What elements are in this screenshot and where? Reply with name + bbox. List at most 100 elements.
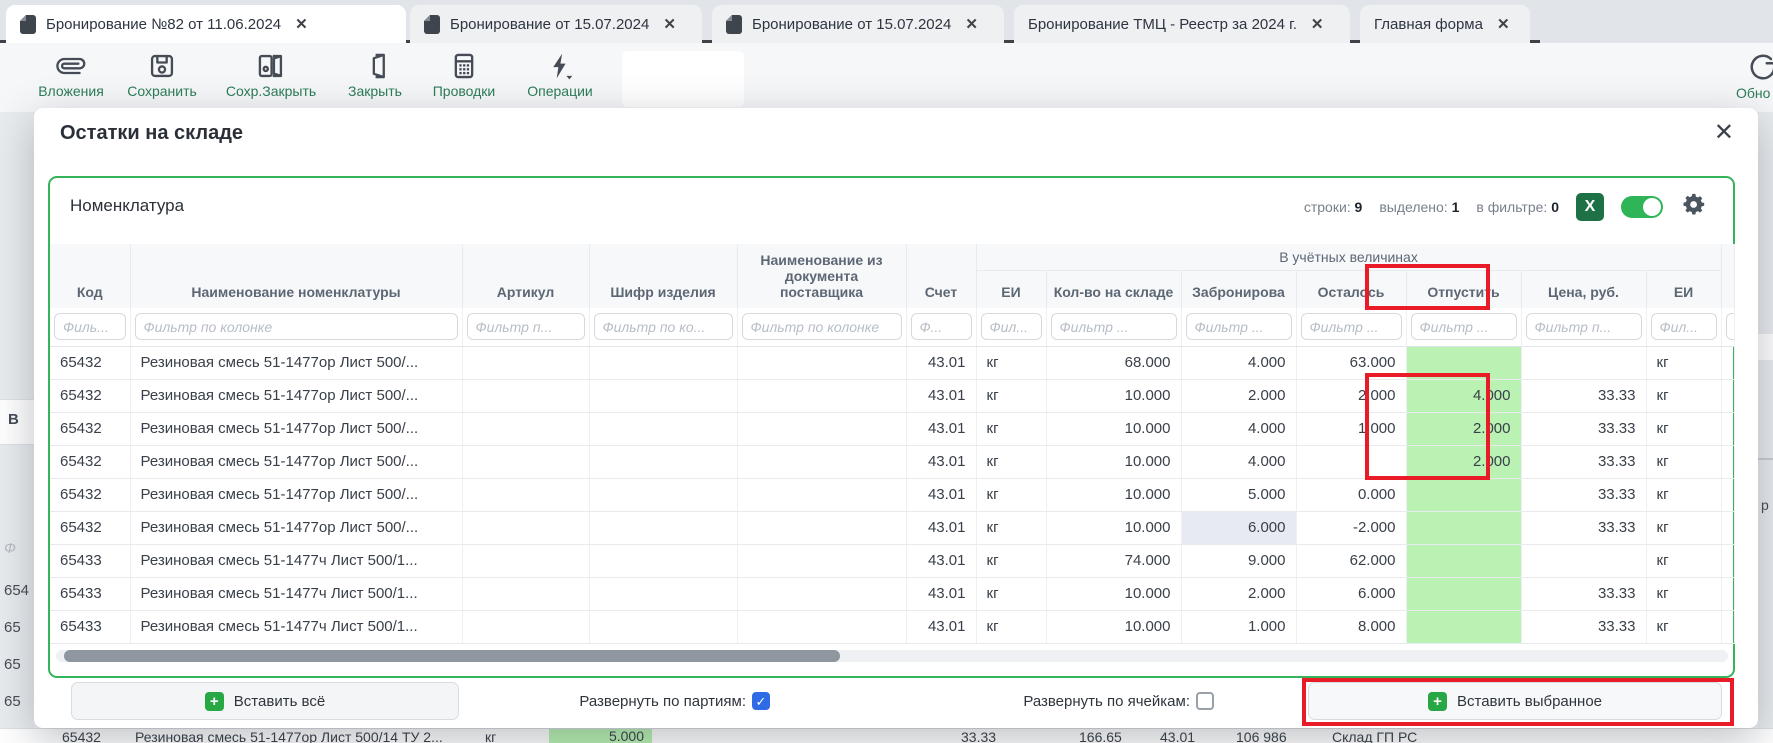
- tab-registry[interactable]: Бронирование ТМЦ - Реестр за 2024 г. ✕: [1014, 5, 1350, 43]
- cell-account[interactable]: 43.01: [906, 610, 977, 644]
- gear-icon[interactable]: [1680, 191, 1707, 223]
- col-header-supplier-doc[interactable]: Наименование из документа поставщика: [737, 244, 907, 308]
- table-row[interactable]: 65432 Резиновая смесь 51-1477ор Лист 500/…: [50, 478, 1735, 512]
- postings-button[interactable]: Проводки: [418, 52, 510, 99]
- cell-unit[interactable]: кг: [976, 346, 1047, 380]
- cell-remaining[interactable]: 62.000: [1296, 544, 1407, 578]
- col-header-cipher[interactable]: Шифр изделия: [589, 244, 738, 308]
- cell-price[interactable]: 33.33: [1521, 412, 1647, 446]
- cell-release[interactable]: 4.000: [1406, 379, 1522, 413]
- cell-articul[interactable]: [462, 445, 590, 479]
- cell-name[interactable]: Резиновая смесь 51-1477ор Лист 500/...: [130, 445, 463, 479]
- col-header-unit2[interactable]: ЕИ: [1646, 270, 1722, 308]
- filter-input-supplier-doc[interactable]: [741, 313, 902, 341]
- col-header-account[interactable]: Счет: [906, 244, 977, 308]
- cell-reserved[interactable]: 4.000: [1181, 412, 1297, 446]
- insert-all-button[interactable]: + Вставить всё: [71, 682, 459, 720]
- cell-qty[interactable]: 68.000: [1046, 346, 1182, 380]
- col-header-code[interactable]: Код: [50, 244, 131, 308]
- cell-filler[interactable]: [1721, 544, 1735, 578]
- cell-articul[interactable]: [462, 577, 590, 611]
- tab-document-3[interactable]: Бронирование от 15.07.2024 ✕: [712, 5, 1004, 43]
- cell-remaining[interactable]: 0.000: [1296, 478, 1407, 512]
- cell-release[interactable]: [1406, 478, 1522, 512]
- cell-supplier-doc[interactable]: [737, 412, 907, 446]
- tab-main-form[interactable]: Главная форма ✕: [1360, 5, 1530, 43]
- cell-qty[interactable]: 10.000: [1046, 379, 1182, 413]
- filter-input-code[interactable]: [54, 313, 126, 341]
- cell-code[interactable]: 65433: [50, 544, 131, 578]
- close-document-button[interactable]: Закрыть: [338, 52, 412, 99]
- cell-supplier-doc[interactable]: [737, 544, 907, 578]
- cell-price[interactable]: 33.33: [1521, 445, 1647, 479]
- cell-unit2[interactable]: кг: [1646, 610, 1722, 644]
- cell-supplier-doc[interactable]: [737, 610, 907, 644]
- table-row[interactable]: 65433 Резиновая смесь 51-1477ч Лист 500/1…: [50, 577, 1735, 611]
- cell-remaining[interactable]: 8.000: [1296, 610, 1407, 644]
- save-close-button[interactable]: Сохр.Закрыть: [210, 52, 332, 99]
- cell-filler[interactable]: [1721, 478, 1735, 512]
- scrollbar-thumb[interactable]: [64, 650, 840, 662]
- cell-qty[interactable]: 10.000: [1046, 610, 1182, 644]
- cell-release[interactable]: [1406, 544, 1522, 578]
- col-header-qty[interactable]: Кол-во на складе: [1046, 270, 1182, 308]
- cell-release[interactable]: [1406, 346, 1522, 380]
- cell-filler[interactable]: [1721, 379, 1735, 413]
- cell-reserved[interactable]: 5.000: [1181, 478, 1297, 512]
- cell-release[interactable]: 2.000: [1406, 445, 1522, 479]
- attachments-button[interactable]: Вложения: [28, 52, 114, 99]
- cell-unit2[interactable]: кг: [1646, 577, 1722, 611]
- cell-cipher[interactable]: [589, 610, 738, 644]
- cell-articul[interactable]: [462, 610, 590, 644]
- col-header-unit[interactable]: ЕИ: [976, 270, 1047, 308]
- cell-account[interactable]: 43.01: [906, 511, 977, 545]
- cell-cipher[interactable]: [589, 478, 738, 512]
- cell-name[interactable]: Резиновая смесь 51-1477ч Лист 500/1...: [130, 610, 463, 644]
- cell-qty[interactable]: 10.000: [1046, 577, 1182, 611]
- cell-account[interactable]: 43.01: [906, 346, 977, 380]
- cell-reserved[interactable]: 2.000: [1181, 379, 1297, 413]
- cell-articul[interactable]: [462, 346, 590, 380]
- cell-supplier-doc[interactable]: [737, 577, 907, 611]
- cell-price[interactable]: [1521, 544, 1647, 578]
- cell-articul[interactable]: [462, 412, 590, 446]
- col-header-reserved[interactable]: Забронирова: [1181, 270, 1297, 308]
- cell-unit2[interactable]: кг: [1646, 412, 1722, 446]
- cell-unit2[interactable]: кг: [1646, 379, 1722, 413]
- cell-name[interactable]: Резиновая смесь 51-1477ор Лист 500/...: [130, 412, 463, 446]
- cell-remaining[interactable]: [1296, 445, 1407, 479]
- filter-input-reserved[interactable]: [1185, 313, 1292, 341]
- excel-export-icon[interactable]: X: [1576, 193, 1604, 221]
- cell-unit2[interactable]: кг: [1646, 478, 1722, 512]
- table-row[interactable]: 65433 Резиновая смесь 51-1477ч Лист 500/1…: [50, 610, 1735, 644]
- cell-unit2[interactable]: кг: [1646, 346, 1722, 380]
- cell-cipher[interactable]: [589, 577, 738, 611]
- filter-toggle[interactable]: [1621, 196, 1663, 218]
- cell-code[interactable]: 65433: [50, 577, 131, 611]
- cell-filler[interactable]: [1721, 445, 1735, 479]
- filter-input-account[interactable]: [910, 313, 972, 341]
- cell-unit2[interactable]: кг: [1646, 445, 1722, 479]
- cell-remaining[interactable]: 2.000: [1296, 379, 1407, 413]
- cell-articul[interactable]: [462, 544, 590, 578]
- cell-supplier-doc[interactable]: [737, 346, 907, 380]
- cell-reserved[interactable]: 6.000: [1181, 511, 1297, 545]
- expand-cells-checkbox[interactable]: [1196, 692, 1214, 710]
- cell-qty[interactable]: 74.000: [1046, 544, 1182, 578]
- filter-input-qty[interactable]: [1050, 313, 1177, 341]
- cell-filler[interactable]: [1721, 412, 1735, 446]
- save-button[interactable]: Сохранить: [118, 52, 206, 99]
- cell-unit2[interactable]: кг: [1646, 511, 1722, 545]
- cell-code[interactable]: 65432: [50, 478, 131, 512]
- cell-remaining[interactable]: 63.000: [1296, 346, 1407, 380]
- cell-code[interactable]: 65432: [50, 379, 131, 413]
- cell-release[interactable]: [1406, 577, 1522, 611]
- cell-cipher[interactable]: [589, 445, 738, 479]
- horizontal-scrollbar[interactable]: [56, 650, 1728, 662]
- cell-unit[interactable]: кг: [976, 511, 1047, 545]
- cell-code[interactable]: 65432: [50, 346, 131, 380]
- filter-input-articul[interactable]: [466, 313, 585, 341]
- insert-selected-button[interactable]: + Вставить выбранное: [1308, 682, 1722, 720]
- cell-name[interactable]: Резиновая смесь 51-1477ор Лист 500/...: [130, 379, 463, 413]
- cell-name[interactable]: Резиновая смесь 51-1477ч Лист 500/1...: [130, 577, 463, 611]
